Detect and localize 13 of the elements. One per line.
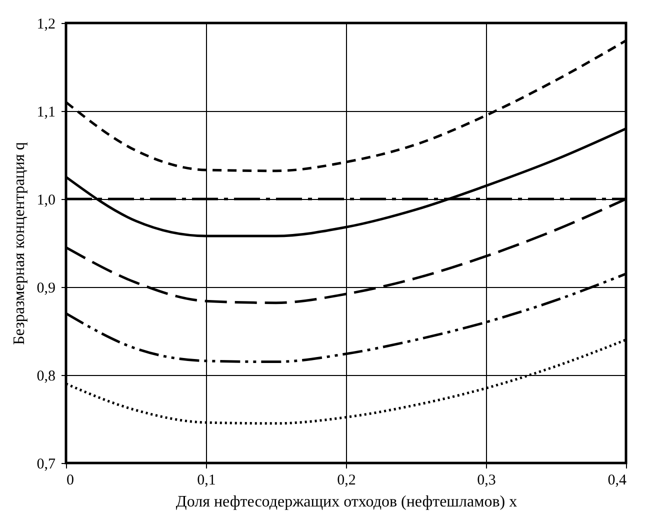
y-tick-label: 1,1 <box>36 104 56 120</box>
y-axis-title: Безразмерная концентрация q <box>10 142 28 345</box>
y-tick-label: 0,8 <box>36 368 56 384</box>
y-tick-label: 0,7 <box>36 456 56 472</box>
x-tick-label: 0,3 <box>477 472 496 488</box>
x-tick-label: 0,1 <box>197 472 216 488</box>
x-tick-label: 0,2 <box>337 472 356 488</box>
y-tick-label: 1,2 <box>36 16 56 32</box>
x-axis-title: Доля нефтесодержащих отходов (нефтешламов) x <box>176 494 518 510</box>
y-tick-label: 0,9 <box>36 280 56 296</box>
x-tick-label: 0 <box>66 472 74 488</box>
y-tick-label: 1,0 <box>36 192 56 208</box>
x-tick-label: 0,4 <box>608 472 627 488</box>
